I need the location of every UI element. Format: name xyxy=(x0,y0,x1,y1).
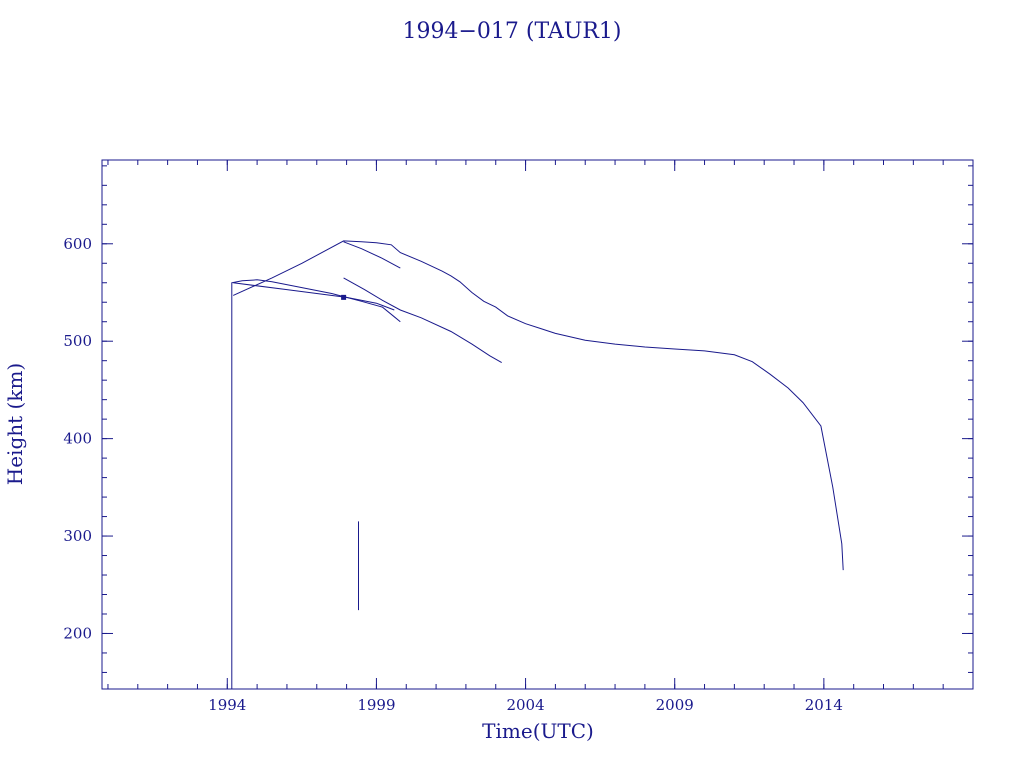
y-tick-label: 600 xyxy=(63,235,92,253)
y-axis-label: Height (km) xyxy=(3,363,27,485)
plot-frame xyxy=(101,159,974,690)
y-tick-label: 200 xyxy=(63,624,92,642)
axis-tick-labels: 1994 1999 2004 2009 2014 200 300 400 500 600 xyxy=(63,235,843,714)
x-tick-label: 1999 xyxy=(357,696,395,714)
series-line-5 xyxy=(343,277,502,364)
series-line-1 xyxy=(231,279,401,689)
chart-title: 1994−017 (TAUR1) xyxy=(402,19,621,44)
x-axis-label: Time(UTC) xyxy=(482,719,594,743)
axis-ticks xyxy=(102,160,974,689)
y-tick-label: 500 xyxy=(63,332,92,350)
series-layer xyxy=(231,240,844,689)
series-line-3 xyxy=(232,240,844,571)
series-line-4 xyxy=(343,241,401,269)
data-marker xyxy=(341,294,347,300)
y-tick-label: 300 xyxy=(63,527,92,545)
x-tick-label: 1994 xyxy=(208,696,246,714)
y-tick-label: 400 xyxy=(63,430,92,448)
x-tick-label: 2004 xyxy=(506,696,544,714)
series-line-2 xyxy=(233,282,395,311)
x-tick-label: 2014 xyxy=(805,696,843,714)
x-tick-label: 2009 xyxy=(656,696,694,714)
